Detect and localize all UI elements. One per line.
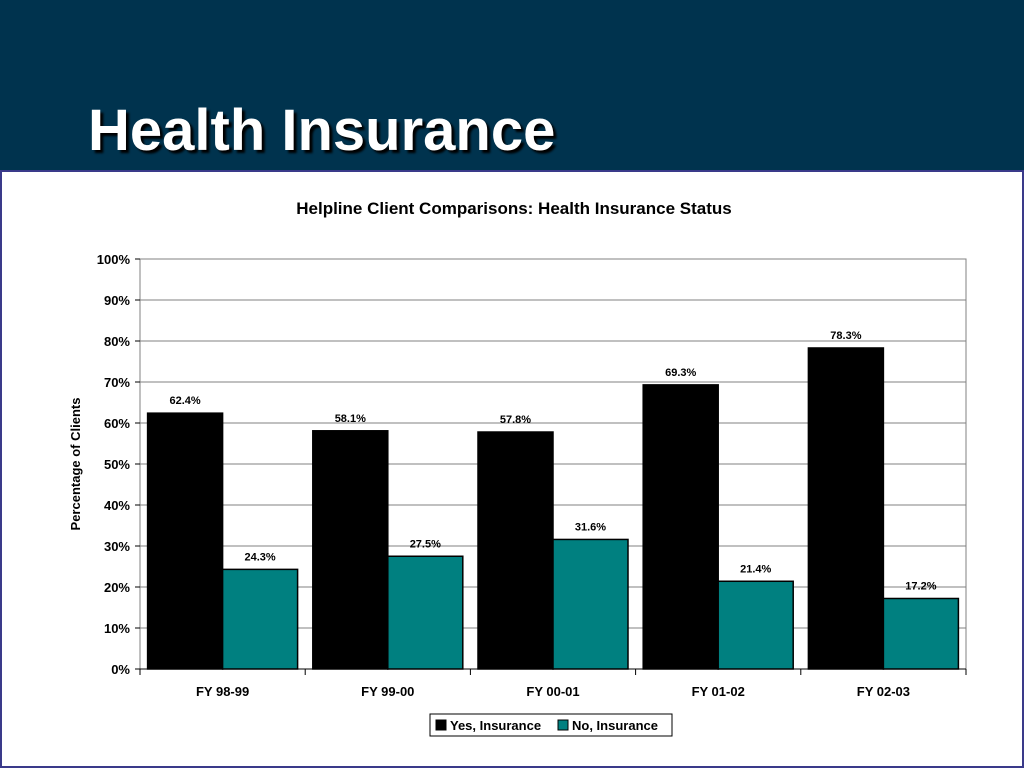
data-labels: 62.4% 24.3% 58.1% 27.5% 57.8% 31.6% 69.3% 21.4%… xyxy=(169,330,936,593)
bar-yes xyxy=(477,431,554,670)
bar-yes xyxy=(312,430,389,670)
y-tick-label: 30% xyxy=(104,539,130,554)
data-label: 17.2% xyxy=(905,580,936,592)
x-axis-ticks: FY 98-99 FY 99-00 FY 00-01 FY 01-02 FY 02-03 xyxy=(139,669,967,699)
x-tick-label: FY 01-02 xyxy=(692,684,745,699)
bar-no xyxy=(221,568,299,670)
x-tick-label: FY 00-01 xyxy=(526,684,579,699)
y-tick-label: 80% xyxy=(104,334,130,349)
data-label: 21.4% xyxy=(740,563,771,575)
data-label: 62.4% xyxy=(169,395,200,407)
data-label: 57.8% xyxy=(500,414,531,426)
y-tick-label: 70% xyxy=(104,375,130,390)
x-tick-label: FY 98-99 xyxy=(196,684,249,699)
y-axis-label: Percentage of Clients xyxy=(68,398,83,531)
y-tick-label: 0% xyxy=(111,662,130,677)
data-label: 31.6% xyxy=(575,521,606,533)
y-tick-label: 20% xyxy=(104,580,130,595)
y-tick-label: 100% xyxy=(97,252,131,267)
y-tick-label: 10% xyxy=(104,621,130,636)
y-tick-label: 60% xyxy=(104,416,130,431)
data-label: 69.3% xyxy=(665,367,696,379)
x-tick-label: FY 99-00 xyxy=(361,684,414,699)
bar-no xyxy=(387,555,464,670)
data-label: 27.5% xyxy=(410,538,441,550)
data-label: 58.1% xyxy=(335,413,366,425)
bar-yes xyxy=(807,347,885,670)
data-label: 78.3% xyxy=(830,330,861,342)
legend-label-no: No, Insurance xyxy=(572,718,658,733)
legend: Yes, Insurance No, Insurance xyxy=(429,713,673,737)
x-tick-label: FY 02-03 xyxy=(857,684,910,699)
slide-title: Health Insurance xyxy=(88,98,556,163)
legend-swatch-yes xyxy=(435,719,447,731)
y-axis-ticks: 0% 10% 20% 30% 40% 50% 60% 70% 80% 90% 100% xyxy=(97,252,140,677)
legend-box xyxy=(429,713,673,737)
slide-header: Health Insurance xyxy=(0,0,1024,170)
y-tick-label: 90% xyxy=(104,293,130,308)
chart-title: Helpline Client Comparisons: Health Insu… xyxy=(296,199,731,218)
bars xyxy=(146,347,960,670)
chart-frame: Helpline Client Comparisons: Health Insu… xyxy=(0,170,1024,768)
legend-swatch-no xyxy=(557,719,569,731)
y-tick-label: 50% xyxy=(104,457,130,472)
bar-yes xyxy=(642,384,719,670)
bar-no xyxy=(882,597,960,670)
y-tick-label: 40% xyxy=(104,498,130,513)
data-label: 24.3% xyxy=(244,551,275,563)
bar-no xyxy=(552,538,629,670)
legend-label-yes: Yes, Insurance xyxy=(450,718,541,733)
bar-no xyxy=(717,580,794,670)
bar-yes xyxy=(146,412,224,670)
